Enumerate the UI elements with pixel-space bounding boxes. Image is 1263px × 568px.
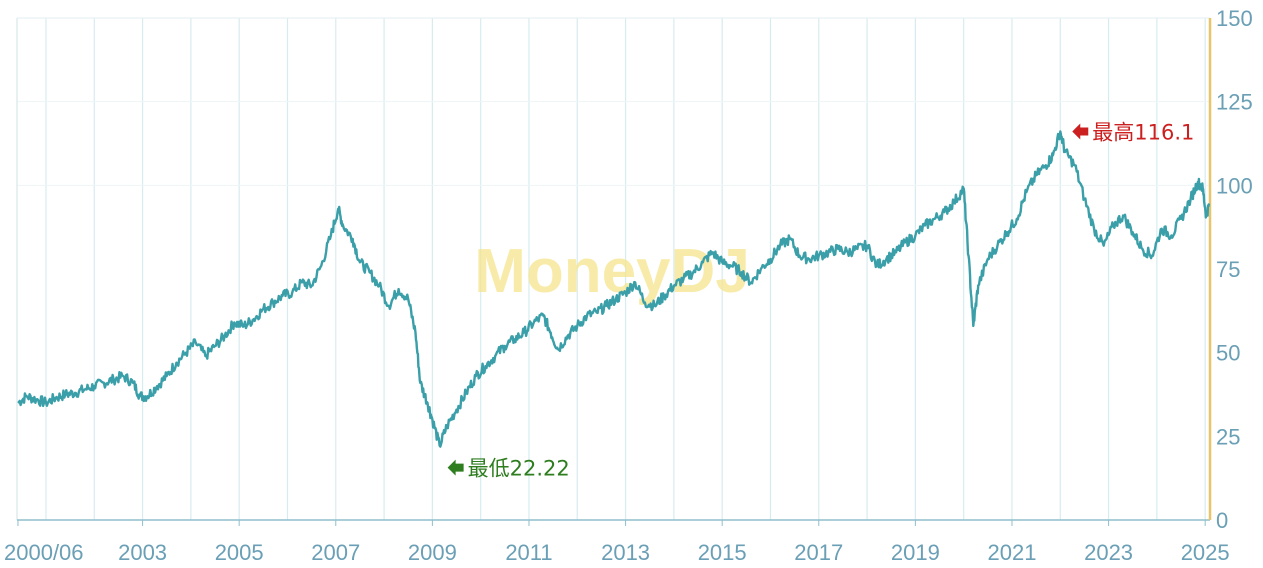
annotation-high: 最高116.1 [1072,120,1194,144]
arrow-left-icon [1072,123,1089,140]
x-tick-label: 2009 [408,540,457,565]
watermark-text: MoneyDJ [474,237,750,306]
x-tick-label: 2003 [118,540,167,565]
x-tick-label: 2017 [794,540,843,565]
x-tick-label: 2005 [215,540,264,565]
x-axis-ticks: 2000/06 2003 2005 2007 2009 2011 2013 2015 2017 2… [4,520,1230,565]
y-tick-label: 75 [1216,257,1240,282]
annotation-low-label: 最低22.22 [468,457,570,481]
x-tick-label: 2007 [311,540,360,565]
annotation-high-label: 最高116.1 [1092,120,1194,144]
price-series-line [17,130,1211,448]
annotation-low: 最低22.22 [447,457,570,481]
x-tick-label: 2025 [1181,540,1230,565]
grid-lines [16,17,1210,520]
y-tick-label: 0 [1216,508,1228,533]
x-tick-label: 2019 [891,540,940,565]
arrow-left-icon [447,459,464,476]
x-tick-label: 2023 [1084,540,1133,565]
x-tick-label: 2000/06 [4,540,84,565]
y-tick-label: 50 [1216,341,1240,366]
y-tick-label: 100 [1216,173,1253,198]
x-tick-label: 2013 [601,540,650,565]
x-tick-label: 2021 [987,540,1036,565]
x-tick-label: 2015 [698,540,747,565]
y-axis-ticks: 0 25 50 75 100 125 150 [1216,6,1253,533]
y-tick-label: 25 [1216,424,1240,449]
y-tick-label: 150 [1216,6,1253,31]
x-tick-label: 2011 [505,540,552,565]
y-tick-label: 125 [1216,90,1253,115]
